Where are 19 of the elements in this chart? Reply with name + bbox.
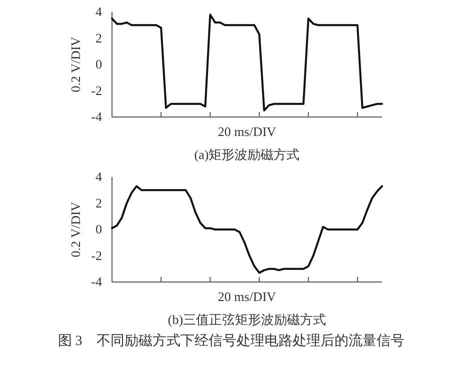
y-tick-label: 4 <box>96 169 102 184</box>
y-tick-label: 4 <box>96 4 102 20</box>
y-tick-label: -2 <box>91 248 102 263</box>
y-tick-label: -4 <box>91 274 102 290</box>
caption: 图 3 不同励磁方式下经信号处理电路处理后的流量信号 <box>58 333 404 349</box>
y-tick-label: 2 <box>96 30 102 46</box>
text: (b)三值正弦矩形波励磁方式 <box>168 312 326 327</box>
y-tick-label: -4 <box>91 109 102 124</box>
y-tick-label: 0 <box>96 56 102 72</box>
y-tick-label: -2 <box>91 82 102 98</box>
y-tick-label: 2 <box>96 195 102 210</box>
x-axis-title: 20 ms/DIV <box>218 124 277 139</box>
y-tick-label: 0 <box>96 222 102 237</box>
line-series <box>111 14 383 112</box>
line-series <box>111 185 383 274</box>
x-axis-title: 20 ms/DIV <box>218 289 277 304</box>
y-axis-title: 0.2 V/DIV <box>68 201 83 258</box>
text: (a)矩形波励磁方式 <box>194 147 300 162</box>
y-axis-title: 0.2 V/DIV <box>68 36 83 92</box>
